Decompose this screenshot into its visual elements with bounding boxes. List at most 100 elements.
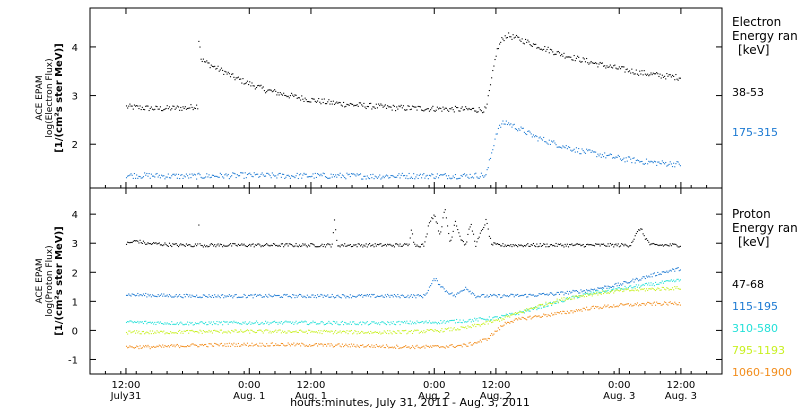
data-point [337, 323, 339, 325]
data-point [380, 295, 382, 297]
data-point [129, 174, 131, 176]
data-point [495, 243, 497, 245]
data-point [258, 243, 260, 245]
data-point [266, 295, 268, 297]
y-tick-label: 3 [72, 239, 78, 250]
data-point [319, 101, 321, 103]
data-point [419, 294, 421, 297]
data-point [639, 287, 641, 289]
data-point [578, 295, 580, 297]
data-point [584, 309, 587, 311]
data-point [437, 345, 440, 347]
data-point [488, 338, 490, 340]
data-point [131, 331, 133, 333]
data-point [259, 244, 261, 246]
data-point [487, 323, 489, 325]
data-point [567, 297, 570, 299]
data-point [563, 146, 565, 148]
data-point [302, 321, 304, 323]
data-point [658, 75, 660, 78]
data-point [656, 72, 658, 74]
data-point [436, 323, 438, 325]
data-point [357, 174, 359, 176]
data-point [181, 109, 183, 111]
data-point [175, 323, 177, 325]
data-point [422, 109, 424, 112]
data-point [206, 173, 208, 175]
data-point [435, 322, 437, 324]
data-point [313, 244, 315, 246]
data-point [489, 319, 492, 321]
data-point [474, 317, 476, 319]
data-point [278, 321, 280, 323]
data-point [356, 295, 358, 298]
data-point [311, 97, 313, 100]
data-point [326, 345, 328, 347]
data-point [376, 345, 379, 347]
data-point [601, 62, 603, 64]
data-point [294, 322, 296, 324]
data-point [352, 295, 354, 297]
data-point [654, 304, 657, 306]
data-point [609, 290, 611, 293]
data-point [537, 246, 539, 248]
data-point [307, 296, 310, 298]
data-point [607, 292, 609, 294]
data-point [210, 176, 212, 178]
data-point [639, 279, 641, 281]
data-point [261, 330, 263, 333]
data-point [658, 273, 660, 276]
data-point [381, 245, 383, 247]
data-point [136, 294, 138, 296]
data-point [199, 243, 201, 245]
data-point [343, 175, 345, 177]
data-point [404, 243, 406, 245]
data-point [251, 342, 253, 344]
data-point [354, 296, 356, 298]
data-point [578, 292, 580, 294]
data-point [473, 325, 475, 327]
data-point [345, 322, 347, 324]
data-point [433, 278, 435, 280]
data-point [173, 332, 175, 334]
data-point [546, 305, 548, 308]
data-point [444, 322, 446, 324]
data-point [404, 320, 406, 323]
data-point [591, 288, 593, 291]
data-point [206, 60, 208, 62]
data-point [396, 243, 398, 245]
data-point [558, 312, 561, 314]
data-point [312, 320, 314, 322]
data-point [513, 296, 515, 298]
data-point [265, 294, 267, 296]
data-point [522, 246, 524, 248]
data-point [185, 293, 187, 295]
data-point [321, 175, 323, 177]
data-point [352, 173, 354, 175]
data-point [271, 342, 273, 344]
data-point [301, 342, 303, 344]
data-point [598, 291, 600, 293]
data-point [528, 310, 530, 312]
data-point [660, 77, 662, 79]
data-point [545, 303, 547, 305]
data-point [588, 309, 590, 311]
data-point [599, 306, 601, 308]
data-point [344, 177, 346, 179]
data-point [302, 174, 304, 176]
data-point [674, 301, 676, 303]
data-point [301, 330, 303, 332]
data-point [177, 106, 180, 108]
data-point [364, 346, 366, 348]
data-point [390, 175, 392, 177]
data-point [503, 246, 505, 248]
data-point [421, 346, 423, 348]
data-point [435, 176, 437, 178]
data-point [144, 172, 146, 174]
data-point [669, 301, 671, 303]
data-point [600, 292, 602, 294]
data-point [322, 245, 324, 248]
data-point [610, 153, 613, 156]
data-point [453, 294, 455, 296]
data-point [479, 109, 481, 111]
